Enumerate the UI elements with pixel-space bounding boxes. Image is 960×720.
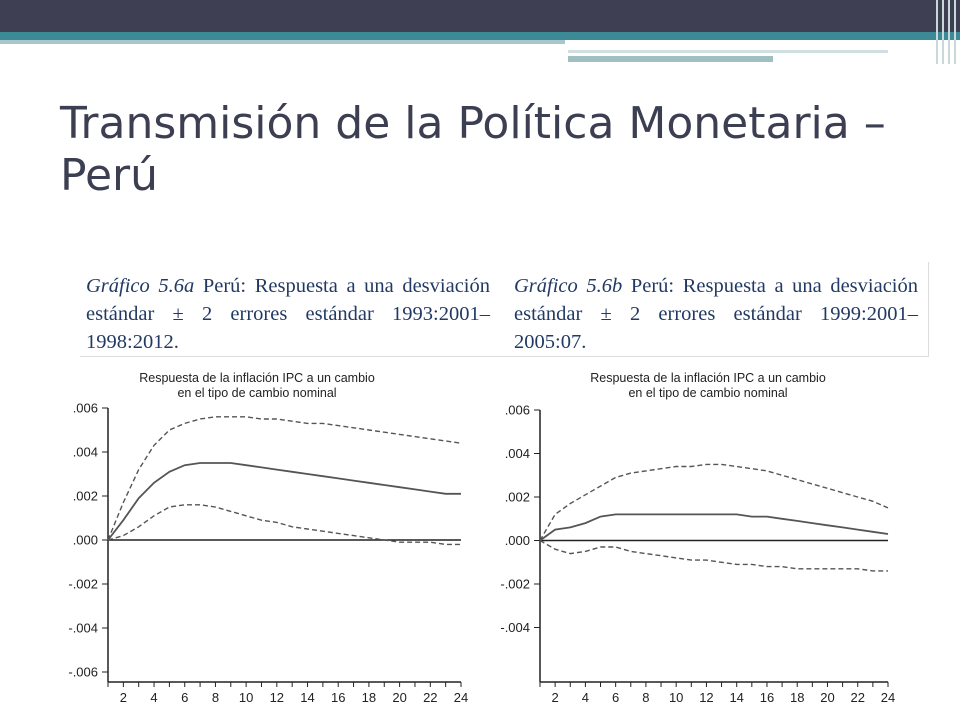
x-tick-label: 14 [300,690,314,705]
x-tick-label: 16 [331,690,345,705]
header-stripe [0,32,960,40]
caption-left: Gráfico 5.6a Perú: Respuesta a una desvi… [86,272,490,356]
x-tick-label: 4 [582,690,589,705]
caption-panel: Gráfico 5.6a Perú: Respuesta a una desvi… [80,262,929,357]
series-line-dashed [107,416,462,541]
x-tick-label: 12 [270,690,284,705]
x-tick-label: 12 [699,690,713,705]
chart-title-line: Respuesta de la inflación IPC a un cambi… [139,371,375,385]
y-tick-label: .004 [505,446,530,461]
x-tick-label: 8 [642,690,649,705]
x-tick-label: 16 [760,690,774,705]
header-stripe-short [568,56,773,62]
x-tick-label: 18 [362,690,376,705]
series-line-dashed [539,463,889,541]
series-line-solid [539,513,889,542]
x-tick-label: 22 [851,690,865,705]
series-line-dashed [107,504,461,546]
slide-title: Transmisión de la Política Monetaria – P… [60,98,886,201]
caption-right-text: Perú: Respuesta a una desviación estánda… [514,275,919,353]
series-line-dashed [539,539,888,572]
header-bar [0,0,960,32]
header-vertical-lines [930,0,960,64]
y-tick-label: .000 [505,533,530,548]
x-tick-label: 18 [790,690,804,705]
x-tick-label: 24 [881,690,895,705]
x-tick-label: 20 [392,690,406,705]
caption-left-text: Perú: Respuesta a una desviación estánda… [86,275,491,353]
chart-title-line: Respuesta de la inflación IPC a un cambi… [590,371,826,385]
y-tick-label: -.004 [500,620,530,635]
x-tick-label: 22 [423,690,437,705]
y-tick-label: -.006 [68,665,98,680]
chart-right: Respuesta de la inflación IPC a un cambi… [500,371,895,705]
caption-right: Gráfico 5.6b Perú: Respuesta a una desvi… [514,272,918,356]
x-tick-label: 2 [552,690,559,705]
y-tick-label: -.004 [68,621,98,636]
x-tick-label: 4 [150,690,157,705]
x-tick-label: 6 [181,690,188,705]
x-tick-label: 8 [212,690,219,705]
x-tick-label: 24 [454,690,468,705]
caption-left-label: Gráfico 5.6a [86,275,195,297]
series-line-solid [107,462,461,541]
x-tick-label: 20 [820,690,834,705]
x-tick-label: 6 [612,690,619,705]
y-tick-label: .006 [73,401,98,416]
chart-left: Respuesta de la inflación IPC a un cambi… [68,371,468,705]
caption-right-label: Gráfico 5.6b [514,275,623,297]
y-tick-label: -.002 [68,577,98,592]
header-stripe-thin [568,50,888,53]
y-tick-label: .000 [73,533,98,548]
y-tick-label: .002 [505,490,530,505]
x-tick-label: 2 [120,690,127,705]
y-tick-label: .004 [73,445,98,460]
chart-title-line: en el tipo de cambio nominal [628,386,787,400]
y-tick-label: .002 [73,489,98,504]
chart-title-line: en el tipo de cambio nominal [177,386,336,400]
y-tick-label: -.002 [500,577,530,592]
y-tick-label: .006 [505,403,530,418]
x-tick-label: 10 [669,690,683,705]
x-tick-label: 14 [729,690,743,705]
header-stripe-light [0,40,565,44]
x-tick-label: 10 [239,690,253,705]
